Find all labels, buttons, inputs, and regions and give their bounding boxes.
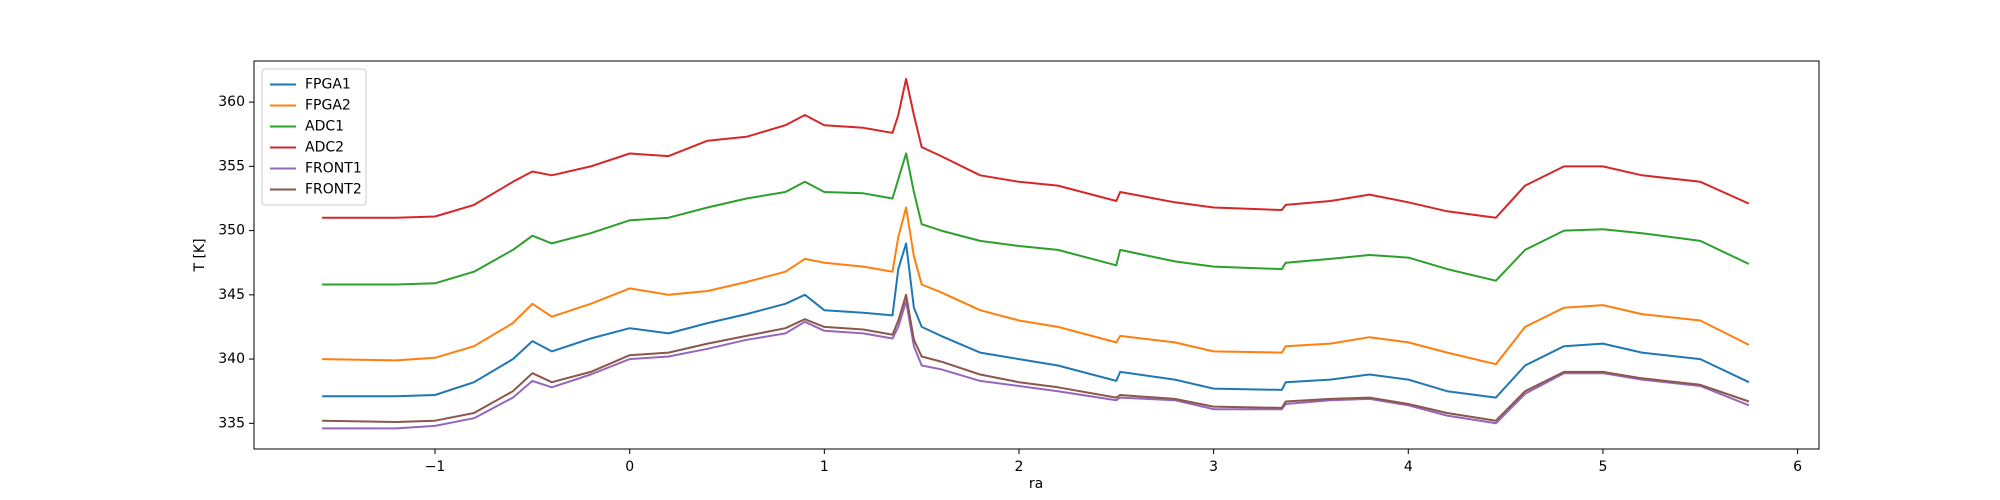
series-line bbox=[322, 78, 1750, 219]
y-tick-label: 350 bbox=[218, 223, 245, 239]
x-tick-label: 1 bbox=[820, 459, 829, 475]
x-tick-label: 5 bbox=[1598, 459, 1607, 475]
x-tick-label: 4 bbox=[1404, 459, 1413, 475]
x-axis-label: ra bbox=[1029, 476, 1043, 492]
plot-frame bbox=[253, 60, 1820, 450]
series-line bbox=[322, 300, 1750, 430]
legend-label: FRONT1 bbox=[305, 161, 362, 177]
legend: FPGA1 FPGA2 ADC1 ADC2 FRONT1 FRONT2 bbox=[261, 68, 367, 206]
x-tick-label: 0 bbox=[625, 459, 634, 475]
y-axis-label: T [K] bbox=[192, 238, 208, 272]
x-tick-label: 2 bbox=[1015, 459, 1024, 475]
legend-label: FPGA2 bbox=[305, 98, 351, 114]
y-tick-label: 355 bbox=[218, 158, 245, 174]
legend-label: FPGA1 bbox=[305, 77, 351, 93]
legend-label: ADC1 bbox=[305, 119, 344, 135]
y-tick-label: 335 bbox=[218, 415, 245, 431]
series-line bbox=[322, 206, 1750, 366]
series-line bbox=[322, 293, 1750, 423]
x-tick-label: −1 bbox=[425, 459, 446, 475]
legend-box bbox=[261, 68, 367, 206]
y-tick-label: 360 bbox=[218, 94, 245, 110]
series-line bbox=[322, 242, 1750, 399]
x-tick-label: 6 bbox=[1793, 459, 1802, 475]
legend-label: ADC2 bbox=[305, 140, 344, 156]
y-tick-label: 340 bbox=[218, 351, 245, 367]
y-tick-label: 345 bbox=[218, 287, 245, 303]
x-tick-label: 3 bbox=[1209, 459, 1218, 475]
legend-label: FRONT2 bbox=[305, 182, 362, 198]
series-line bbox=[322, 152, 1750, 286]
